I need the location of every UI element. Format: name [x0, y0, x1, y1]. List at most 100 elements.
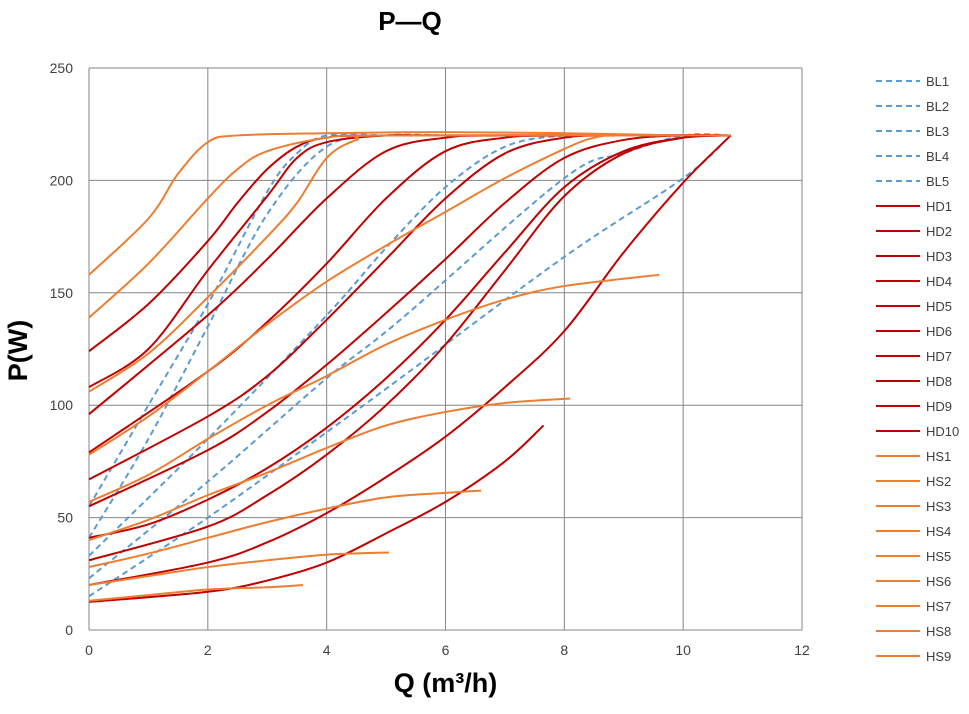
legend-item-hd2: HD2 — [876, 223, 952, 239]
series-line-hd1 — [88, 424, 545, 603]
legend-item-hs5: HS5 — [876, 548, 951, 564]
legend-item-bl5: BL5 — [876, 173, 949, 189]
legend-item-hs8: HS8 — [876, 623, 951, 639]
legend-label: BL1 — [926, 73, 950, 89]
legend-item-hs6: HS6 — [876, 573, 951, 589]
legend-swatch — [876, 105, 920, 107]
legend-swatch — [876, 605, 920, 607]
series-line-hd4 — [88, 134, 731, 539]
legend-label: HD8 — [926, 373, 953, 389]
legend-swatch — [876, 405, 920, 407]
legend-label: BL5 — [926, 173, 950, 189]
series-line-hs6 — [88, 134, 731, 456]
legend-item-hd4: HD4 — [876, 273, 952, 289]
legend-swatch — [876, 130, 920, 132]
legend-swatch — [876, 330, 920, 332]
x-tick-label: 10 — [675, 642, 691, 658]
series-line-hd9 — [88, 133, 731, 389]
legend-swatch — [876, 380, 920, 382]
y-tick-label: 50 — [57, 510, 73, 526]
legend-item-hs7: HS7 — [876, 598, 951, 614]
legend-swatch — [876, 305, 920, 307]
legend-label: HD7 — [926, 348, 953, 364]
legend-swatch — [876, 230, 920, 232]
legend-swatch — [876, 655, 920, 657]
legend-item-bl2: BL2 — [876, 98, 949, 114]
legend-label: HD1 — [926, 198, 953, 214]
legend-item-hs1: HS1 — [876, 448, 951, 464]
series-line-hd5 — [88, 134, 731, 508]
x-tick-label: 6 — [442, 642, 450, 658]
legend-item-hs3: HS3 — [876, 498, 951, 514]
legend-item-bl3: BL3 — [876, 123, 949, 139]
series-line-hs8 — [88, 134, 684, 319]
legend-swatch — [876, 580, 920, 582]
legend-item-bl4: BL4 — [876, 148, 949, 164]
x-axis-label: Q (m³/h) — [393, 668, 498, 698]
legend-label: HD6 — [926, 323, 953, 339]
legend-label: BL4 — [926, 148, 950, 164]
legend-label: HS8 — [926, 623, 952, 639]
y-tick-label: 250 — [50, 60, 74, 76]
legend-item-hd1: HD1 — [876, 198, 952, 214]
legend-label: HD2 — [926, 223, 953, 239]
legend-swatch — [876, 480, 920, 482]
legend-swatch — [876, 530, 920, 532]
x-tick-label: 4 — [323, 642, 331, 658]
legend-item-hd7: HD7 — [876, 348, 952, 364]
legend-label: HS5 — [926, 548, 952, 564]
legend-item-bl1: BL1 — [876, 73, 949, 89]
legend-label: HD9 — [926, 398, 953, 414]
series-line-hd3 — [88, 134, 731, 562]
series-line-hs3 — [88, 489, 482, 569]
legend-swatch — [876, 205, 920, 207]
legend-label: HD10 — [926, 423, 960, 439]
y-tick-label: 100 — [50, 397, 74, 413]
x-tick-label: 0 — [85, 642, 93, 658]
legend-label: BL2 — [926, 98, 950, 114]
y-tick-label: 0 — [65, 622, 73, 638]
legend-swatch — [876, 280, 920, 282]
legend-label: HS1 — [926, 448, 952, 464]
legend-swatch — [876, 505, 920, 507]
legend-label: HD4 — [926, 273, 953, 289]
legend-swatch — [876, 255, 920, 257]
legend-swatch — [876, 155, 920, 157]
series-line-hs5 — [88, 273, 660, 503]
legend-label: HS9 — [926, 648, 952, 664]
legend-swatch — [876, 455, 920, 457]
legend-label: BL3 — [926, 123, 950, 139]
series-line-bl3 — [88, 133, 624, 557]
legend-item-hd5: HD5 — [876, 298, 952, 314]
series-line-bl2 — [88, 133, 731, 580]
legend-label: HS6 — [926, 573, 952, 589]
series-line-bl1 — [88, 134, 732, 598]
legend-swatch — [876, 80, 920, 82]
legend-swatch — [876, 630, 920, 632]
legend-swatch — [876, 430, 920, 432]
legend-swatch — [876, 180, 920, 182]
x-tick-label: 2 — [204, 642, 212, 658]
x-tick-label: 12 — [794, 642, 810, 658]
legend-item-hd6: HD6 — [876, 323, 952, 339]
y-tick-label: 150 — [50, 285, 74, 301]
series-line-bl5 — [88, 133, 387, 507]
legend-label: HD5 — [926, 298, 953, 314]
y-tick-label: 200 — [50, 172, 74, 188]
series-line-hd2 — [88, 134, 732, 587]
legend-label: HS4 — [926, 523, 952, 539]
legend-item-hd8: HD8 — [876, 373, 952, 389]
legend-label: HD3 — [926, 248, 953, 264]
legend-label: HS2 — [926, 473, 952, 489]
legend-label: HS3 — [926, 498, 952, 514]
legend-label: HS7 — [926, 598, 952, 614]
series-line-hs9 — [88, 131, 684, 276]
series-line-hs1 — [88, 584, 303, 602]
legend-item-hd10: HD10 — [876, 423, 959, 439]
series-line-hd6 — [88, 134, 731, 481]
legend-swatch — [876, 555, 920, 557]
series-line-hs4 — [88, 397, 571, 542]
legend-swatch — [876, 355, 920, 357]
